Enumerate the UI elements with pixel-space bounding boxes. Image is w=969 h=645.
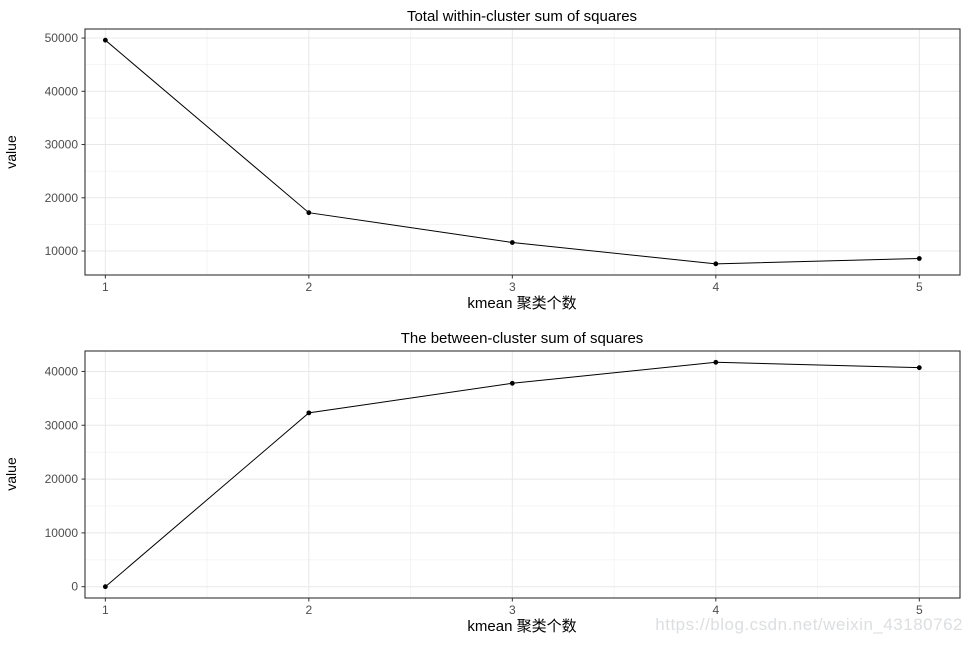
y-tick-label: 30000 [45, 138, 79, 152]
chart-title: The between-cluster sum of squares [401, 330, 644, 347]
y-tick-label: 30000 [45, 418, 79, 432]
data-point [509, 240, 515, 245]
data-point [102, 37, 108, 43]
x-tick-label: 3 [509, 280, 516, 294]
y-tick-label: 0 [71, 580, 78, 594]
data-point [916, 365, 922, 371]
x-tick-label: 1 [102, 280, 109, 294]
y-tick-label: 20000 [45, 191, 79, 205]
y-tick-label: 20000 [45, 472, 79, 486]
plot-area: 1 2 3 4 5 0 10000 20000 30000 40000 [45, 350, 961, 617]
data-point [713, 261, 719, 267]
x-tick-label: 1 [102, 603, 109, 617]
chart-within-cluster-ss: 1 2 3 4 5 10000 20000 30000 40000 50000 Total wit… [0, 0, 969, 322]
between-cluster-ss-plot-svg: 1 2 3 4 5 0 10000 20000 30000 40000 The between-c… [3, 330, 961, 635]
y-axis-label: value [3, 135, 19, 169]
data-point [306, 210, 312, 216]
chart-between-cluster-ss: 1 2 3 4 5 0 10000 20000 30000 40000 The between-c… [0, 322, 969, 645]
x-tick-label: 4 [712, 603, 719, 617]
x-axis-label: kmean 聚类个数 [467, 618, 576, 635]
data-point [102, 584, 108, 590]
y-tick-label: 50000 [45, 31, 79, 45]
y-tick-label: 40000 [45, 84, 79, 98]
x-tick-label: 5 [916, 603, 923, 617]
x-axis-label: kmean 聚类个数 [467, 295, 576, 312]
x-tick-label: 2 [305, 603, 312, 617]
data-point [713, 359, 719, 365]
panel-border [84, 28, 961, 276]
x-tick-label: 4 [712, 280, 719, 294]
data-point [306, 410, 312, 416]
data-point [916, 256, 922, 261]
y-tick-label: 40000 [45, 364, 79, 378]
data-point [509, 380, 515, 386]
chart-title: Total within-cluster sum of squares [407, 8, 637, 25]
y-tick-label: 10000 [45, 244, 79, 258]
panel-border [84, 350, 961, 599]
plot-area: 1 2 3 4 5 10000 20000 30000 40000 50000 [45, 28, 961, 294]
within-cluster-ss-plot-svg: 1 2 3 4 5 10000 20000 30000 40000 50000 Total wit… [3, 8, 961, 312]
csdn-watermark: https://blog.csdn.net/weixin_43180762 [655, 615, 963, 634]
x-tick-label: 5 [916, 280, 923, 294]
y-tick-label: 10000 [45, 526, 79, 540]
x-tick-label: 3 [509, 603, 516, 617]
x-tick-label: 2 [305, 280, 312, 294]
y-axis-label: value [3, 457, 19, 491]
